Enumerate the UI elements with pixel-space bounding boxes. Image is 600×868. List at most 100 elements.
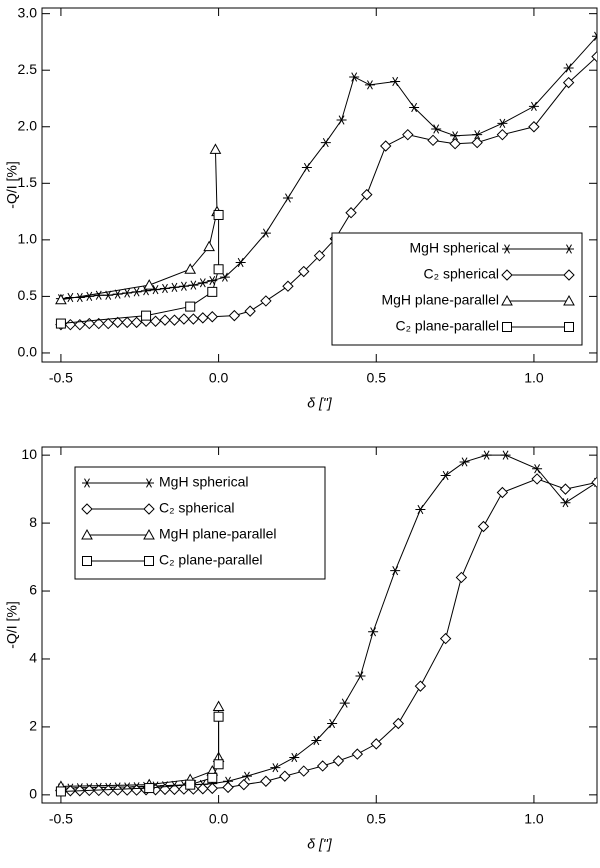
legend-marker xyxy=(143,528,155,540)
legend-marker xyxy=(501,269,513,281)
data-point xyxy=(591,50,597,63)
series-line xyxy=(60,706,220,787)
data-point xyxy=(213,759,224,770)
data-point xyxy=(282,193,293,203)
data-point xyxy=(112,289,123,299)
data-point xyxy=(260,295,272,307)
data-point xyxy=(197,278,208,288)
legend-marker xyxy=(501,294,513,306)
data-point xyxy=(213,264,224,275)
data-point xyxy=(390,76,401,87)
data-point xyxy=(159,783,171,796)
legend-marker xyxy=(143,503,155,515)
data-point xyxy=(351,748,364,760)
y-tick-label: 4 xyxy=(29,650,37,666)
data-point xyxy=(477,520,490,533)
legend: MgH spherical C₂ spherical MgH plane-paral… xyxy=(74,466,326,580)
legend-label: MgH spherical xyxy=(410,240,499,256)
legend-marker xyxy=(81,503,93,515)
data-point xyxy=(197,783,209,795)
data-point xyxy=(111,784,124,796)
data-point xyxy=(55,786,66,797)
x-tick-label: 0.5 xyxy=(367,811,387,827)
data-point xyxy=(298,265,310,278)
data-point xyxy=(370,738,382,750)
data-point xyxy=(390,566,401,576)
data-point xyxy=(111,316,124,329)
legend-label: MgH plane-parallel xyxy=(381,292,499,308)
data-point xyxy=(431,124,442,134)
data-point xyxy=(414,680,427,692)
series-line xyxy=(60,149,218,301)
data-point xyxy=(497,118,508,128)
data-point xyxy=(209,143,222,154)
data-point xyxy=(207,286,218,297)
data-point xyxy=(392,717,405,730)
plot-area xyxy=(55,31,597,331)
data-point xyxy=(532,464,543,474)
data-point xyxy=(219,272,230,282)
data-point xyxy=(471,136,483,149)
data-point xyxy=(440,470,451,481)
data-point xyxy=(415,504,426,515)
data-point xyxy=(339,698,350,708)
legend-marker xyxy=(82,478,92,488)
data-point xyxy=(439,632,452,645)
data-point xyxy=(159,314,171,326)
legend-frame xyxy=(331,232,583,346)
data-point xyxy=(241,771,252,781)
data-point xyxy=(159,283,170,294)
legend-label: MgH plane-parallel xyxy=(159,526,277,542)
data-point xyxy=(185,301,196,312)
y-tick-label: 0 xyxy=(29,786,37,802)
data-point xyxy=(260,775,272,787)
x-tick-label: 0.0 xyxy=(209,811,229,827)
data-point xyxy=(298,765,310,777)
data-point xyxy=(364,80,375,90)
legend-label: C₂ spherical xyxy=(424,266,499,282)
data-point xyxy=(500,450,511,460)
data-point xyxy=(289,752,300,763)
data-point xyxy=(260,228,271,238)
x-tick-label: -0.5 xyxy=(49,811,73,827)
data-point xyxy=(102,784,114,797)
x-tick-label: 1.0 xyxy=(524,811,544,827)
y-tick-label: 6 xyxy=(29,582,37,598)
data-point xyxy=(528,101,539,111)
data-point xyxy=(169,282,180,292)
legend-marker xyxy=(564,322,574,332)
y-axis-label: -Q/I [%] xyxy=(4,601,20,648)
data-point xyxy=(203,240,215,252)
data-point xyxy=(235,257,246,268)
data-point xyxy=(222,781,234,794)
data-point xyxy=(238,778,250,791)
data-point xyxy=(84,291,95,302)
data-point xyxy=(563,63,574,73)
x-axis-label: δ ["] xyxy=(307,836,333,852)
x-tick-label: 0.5 xyxy=(367,370,387,386)
data-point xyxy=(270,763,281,773)
x-tick-label: 1.0 xyxy=(524,370,544,386)
data-point xyxy=(449,138,461,150)
data-point xyxy=(311,735,322,746)
data-point xyxy=(345,207,357,219)
data-point xyxy=(327,718,338,729)
data-point xyxy=(130,316,143,329)
data-point xyxy=(244,305,256,317)
plot-frame xyxy=(41,446,598,804)
legend-marker xyxy=(144,556,154,566)
x-axis-label: δ ["] xyxy=(307,395,333,411)
y-tick-label: 3.0 xyxy=(18,4,38,20)
data-point xyxy=(149,315,162,327)
data-point xyxy=(336,115,347,125)
data-point xyxy=(197,312,209,324)
data-point xyxy=(206,311,218,323)
data-point xyxy=(93,290,104,300)
data-point xyxy=(185,779,196,790)
data-point xyxy=(122,288,133,298)
data-point xyxy=(455,571,468,584)
data-point xyxy=(301,162,312,173)
data-point xyxy=(282,280,294,292)
data-point xyxy=(102,317,114,330)
